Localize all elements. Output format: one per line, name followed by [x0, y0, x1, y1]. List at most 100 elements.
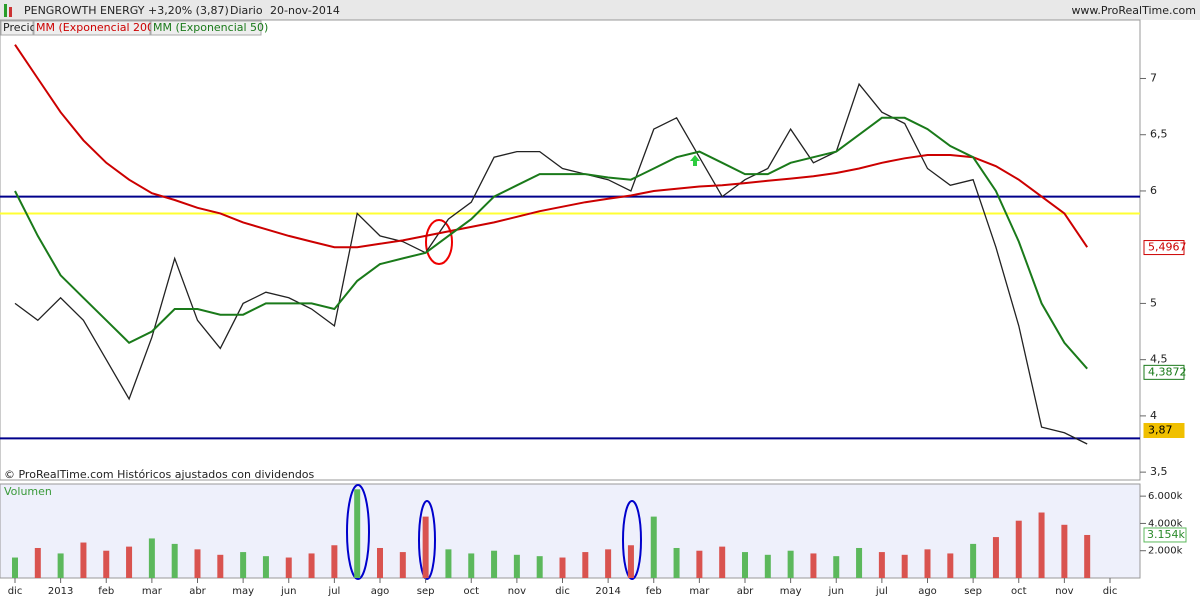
volume-bar	[103, 550, 110, 578]
x-tick-label: may	[232, 586, 254, 597]
x-tick-label: mar	[689, 586, 710, 597]
x-tick-label: feb	[646, 586, 662, 597]
x-tick-label: abr	[737, 586, 754, 597]
x-tick-label: mar	[142, 586, 163, 597]
price-frame	[0, 19, 1141, 481]
volume-bar	[787, 550, 794, 578]
x-tick-label: dic	[8, 586, 23, 597]
annotation	[418, 500, 436, 580]
volume-bar	[468, 553, 475, 578]
volume-bar	[719, 546, 726, 578]
y-tick-label: 6,5	[1150, 128, 1168, 141]
volume-bar	[810, 553, 817, 578]
x-tick-label: ago	[918, 586, 937, 597]
volume-bar	[970, 543, 977, 578]
volume-bar	[650, 516, 657, 578]
x-tick-label: jul	[327, 586, 340, 597]
volume-bar	[513, 554, 520, 578]
series-line	[14, 44, 1089, 249]
last-value-box	[1143, 423, 1185, 439]
x-tick-label: sep	[964, 586, 982, 597]
volume-bar	[605, 549, 612, 578]
volume-bar	[80, 542, 87, 578]
volume-bar	[992, 537, 999, 578]
y-tick-label: 4	[1150, 409, 1157, 422]
volume-bar	[57, 553, 64, 578]
volume-bar	[445, 549, 452, 578]
x-tick-label: ago	[371, 586, 390, 597]
icon	[9, 7, 12, 17]
y-tick-label: 4.000k	[1148, 518, 1183, 529]
legend-price: Precio	[3, 21, 37, 34]
volume-bar	[399, 552, 406, 578]
series-line	[14, 116, 1088, 370]
volume-bar	[194, 549, 201, 578]
x-tick-label: dic	[1103, 586, 1118, 597]
volume-bar	[924, 549, 931, 578]
volume-bar	[1084, 534, 1091, 578]
volume-bar	[126, 546, 133, 578]
site: www.ProRealTime.com	[1071, 4, 1196, 17]
volume-bar	[1015, 520, 1022, 578]
header-bar	[0, 0, 1200, 20]
volume-bar	[354, 489, 361, 578]
y-tick-label: 7	[1150, 71, 1157, 84]
volume-bar	[742, 552, 748, 578]
volume-bar	[582, 552, 589, 578]
volume-bar	[285, 557, 292, 578]
x-tick-label: 2014	[595, 586, 620, 597]
x-tick-label: jun	[280, 586, 296, 597]
volume-bar	[331, 545, 338, 578]
volume-frame	[0, 483, 1141, 579]
volume-bar	[1038, 512, 1045, 578]
date: 20-nov-2014	[270, 4, 340, 17]
footer: © ProRealTime.com Históricos ajustados c…	[4, 468, 315, 481]
volume-bar	[1061, 524, 1068, 578]
volume-bar	[262, 556, 269, 578]
last-value-label: 4,3872	[1148, 365, 1187, 378]
annotation	[622, 500, 642, 580]
last-value-label: 5,4967	[1148, 241, 1187, 254]
volume-bar	[240, 552, 247, 578]
x-tick-label: abr	[189, 586, 206, 597]
volume-bar	[217, 554, 224, 578]
volume-title: Volumen	[4, 485, 52, 498]
volume-bar	[627, 545, 634, 578]
legend-box	[0, 20, 34, 36]
signal-arrow	[690, 155, 700, 166]
x-tick-label: jun	[828, 586, 844, 597]
volume-bar	[34, 547, 41, 578]
y-tick-label: 4,5	[1150, 353, 1168, 366]
legend-ema200: MM (Exponencial 200)	[36, 21, 158, 34]
x-tick-label: feb	[98, 586, 114, 597]
icon	[4, 4, 7, 17]
volume-bar	[422, 516, 429, 578]
change: +3,20% (3,87)	[148, 4, 229, 17]
y-tick-label: 2.000k	[1148, 546, 1183, 557]
y-tick-label: 3,5	[1150, 465, 1168, 478]
last-value-label: 3.154k	[1147, 528, 1185, 541]
x-tick-label: oct	[463, 586, 479, 597]
x-tick-label: jul	[875, 586, 888, 597]
x-tick-label: dic	[555, 586, 570, 597]
legend-ema50: MM (Exponencial 50)	[153, 21, 268, 34]
y-tick-label: 6.000k	[1148, 491, 1183, 502]
volume-bar	[764, 554, 771, 578]
volume-bar	[673, 547, 680, 578]
volume-bar	[12, 557, 18, 578]
x-tick-label: may	[780, 586, 802, 597]
volume-bar	[171, 543, 178, 578]
volume-bar	[559, 557, 566, 578]
last-value-box	[1143, 240, 1185, 256]
volume-bar	[377, 547, 383, 578]
period: Diario	[230, 4, 263, 17]
volume-bar	[148, 538, 155, 578]
x-tick-label: 2013	[48, 586, 73, 597]
last-value-box	[1143, 364, 1185, 380]
legend-box	[150, 20, 262, 36]
volume-bar	[856, 547, 863, 578]
x-tick-label: nov	[508, 586, 526, 597]
annotation	[346, 484, 370, 580]
volume-bar	[947, 553, 954, 578]
